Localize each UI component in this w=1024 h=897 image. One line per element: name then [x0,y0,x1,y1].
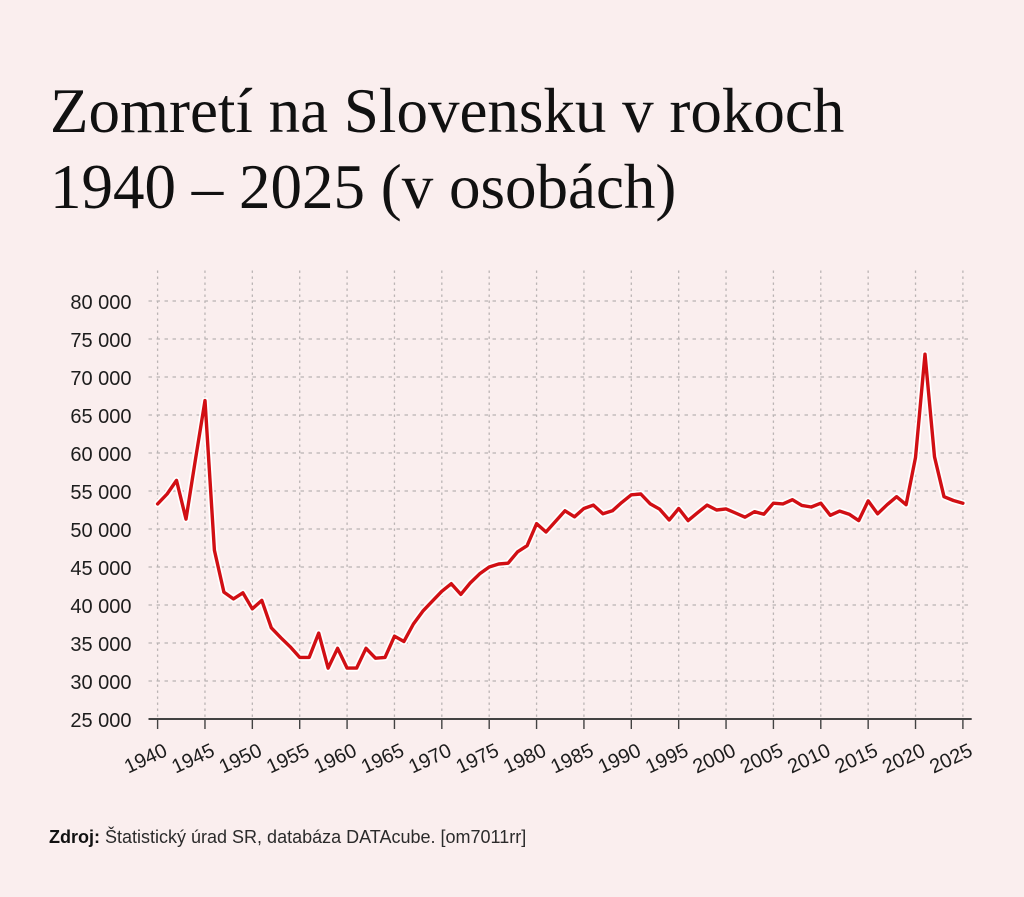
svg-text:1955: 1955 [263,740,313,779]
svg-text:2020: 2020 [879,740,929,779]
svg-text:1940: 1940 [121,740,171,779]
svg-text:2010: 2010 [784,740,834,779]
svg-text:2000: 2000 [690,740,740,779]
svg-text:1960: 1960 [311,740,361,779]
svg-text:40 000: 40 000 [70,596,131,618]
svg-text:1950: 1950 [216,740,266,779]
svg-text:75 000: 75 000 [70,330,131,352]
svg-text:1975: 1975 [453,740,503,779]
svg-text:1985: 1985 [547,740,597,779]
svg-text:65 000: 65 000 [70,406,131,428]
svg-text:1970: 1970 [405,740,455,779]
svg-text:2015: 2015 [832,740,882,779]
svg-text:1990: 1990 [595,740,645,779]
svg-text:45 000: 45 000 [70,558,131,580]
svg-text:25 000: 25 000 [70,710,131,732]
svg-text:35 000: 35 000 [70,634,131,656]
svg-text:2005: 2005 [737,740,787,779]
svg-text:80 000: 80 000 [70,292,131,314]
svg-text:60 000: 60 000 [70,444,131,466]
svg-text:1965: 1965 [358,740,408,779]
svg-text:1945: 1945 [168,740,218,779]
svg-text:30 000: 30 000 [70,672,131,694]
svg-text:2025: 2025 [926,740,976,779]
svg-text:1980: 1980 [500,740,550,779]
svg-text:70 000: 70 000 [70,368,131,390]
svg-text:1995: 1995 [642,740,692,779]
svg-text:50 000: 50 000 [70,520,131,542]
svg-text:55 000: 55 000 [70,482,131,504]
